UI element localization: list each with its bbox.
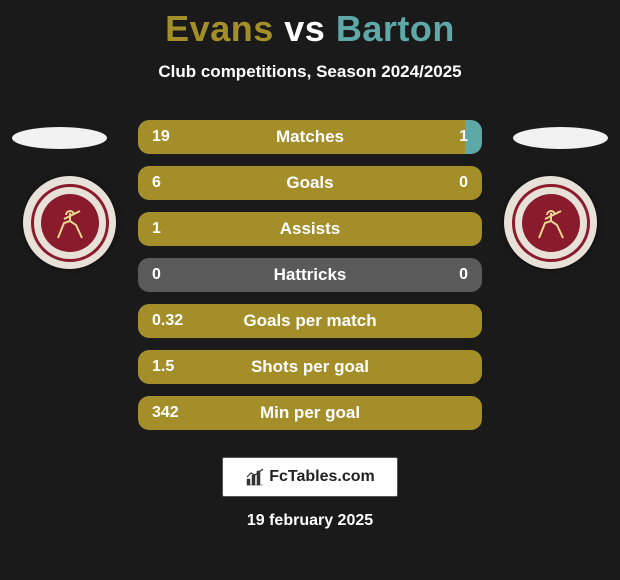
player2-name: Barton xyxy=(336,8,455,49)
stat-row: 0.32Goals per match xyxy=(138,304,482,338)
chart-icon xyxy=(245,467,265,487)
stat-label: Goals xyxy=(138,173,482,193)
stat-row: 1.5Shots per goal xyxy=(138,350,482,384)
footer-logo: FcTables.com xyxy=(222,457,398,497)
stat-row: 60Goals xyxy=(138,166,482,200)
stat-row: 00Hattricks xyxy=(138,258,482,292)
page-title: Evans vs Barton xyxy=(0,0,620,50)
stat-label: Assists xyxy=(138,219,482,239)
archer-icon xyxy=(531,203,571,243)
vs-text: vs xyxy=(284,8,325,49)
archer-icon xyxy=(50,203,90,243)
stat-row: 1Assists xyxy=(138,212,482,246)
player2-club-badge xyxy=(503,175,598,270)
player2-silhouette xyxy=(513,127,608,149)
stat-label: Shots per goal xyxy=(138,357,482,377)
stat-label: Hattricks xyxy=(138,265,482,285)
stat-row: 191Matches xyxy=(138,120,482,154)
player1-silhouette xyxy=(12,127,107,149)
stat-label: Matches xyxy=(138,127,482,147)
footer-logo-text: FcTables.com xyxy=(269,468,375,486)
player1-club-badge xyxy=(22,175,117,270)
stat-label: Min per goal xyxy=(138,403,482,423)
stats-container: 191Matches 60Goals 1Assists 00Hattricks 0.32… xyxy=(138,120,482,442)
player1-name: Evans xyxy=(165,8,274,49)
stat-row: 342Min per goal xyxy=(138,396,482,430)
footer-date: 19 february 2025 xyxy=(0,512,620,530)
stat-label: Goals per match xyxy=(138,311,482,331)
subtitle: Club competitions, Season 2024/2025 xyxy=(0,62,620,82)
